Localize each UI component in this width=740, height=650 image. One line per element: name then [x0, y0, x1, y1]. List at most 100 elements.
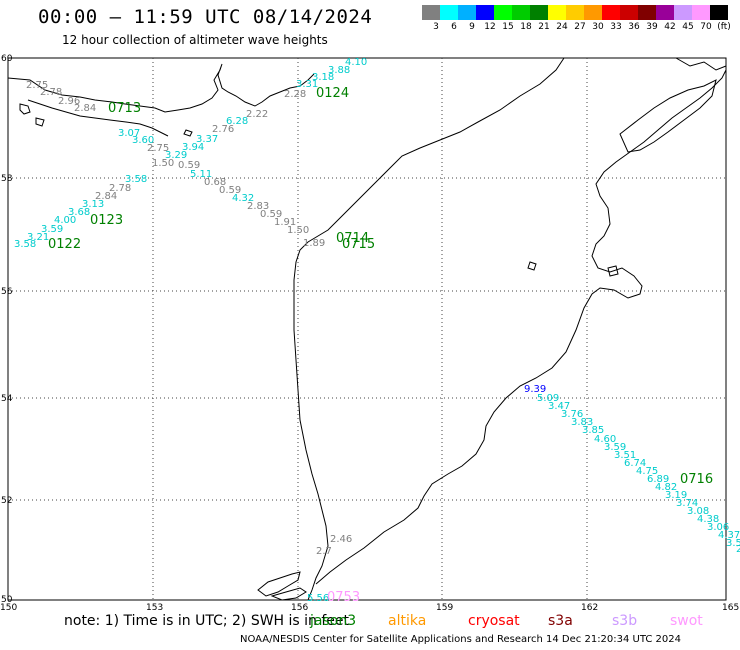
swh-value-label: 3.18: [312, 72, 334, 83]
swh-value-label: 3.5: [726, 538, 740, 549]
swh-value-label: 0.59: [219, 185, 241, 196]
coastline-islet-2: [35, 117, 45, 127]
pass-id-label: 0124: [316, 86, 349, 101]
swh-value-label: 2.84: [95, 191, 117, 202]
scale-swatch: [512, 5, 530, 20]
swh-value-label: 2.46: [330, 534, 352, 545]
swh-value-label: 0.59: [178, 160, 200, 171]
scale-label: 36: [628, 22, 640, 32]
scale-swatch: [548, 5, 566, 20]
swh-value-label: 3.68: [68, 207, 90, 218]
swh-value-label: 3.08: [687, 506, 709, 517]
lat-tick-label: 54: [1, 394, 13, 404]
swh-value-label: 9.39: [524, 384, 546, 395]
coastline-kamchatka-west: [293, 57, 565, 601]
scale-swatch: [530, 5, 548, 20]
lon-tick-label: 159: [436, 603, 453, 610]
scale-label: 42: [664, 22, 676, 32]
scale-swatch: [638, 5, 656, 20]
scale-swatch: [620, 5, 638, 20]
swh-value-label: 4.00: [54, 215, 76, 226]
coastline-north-mainland: [7, 63, 315, 113]
pass-id-label: 0753: [327, 590, 360, 605]
swh-value-label: 2.84: [74, 103, 96, 114]
swh-value-label: 3.37: [196, 134, 218, 145]
swh-value-label: 0.59: [260, 209, 282, 220]
swh-value-label: 3.94: [182, 142, 204, 153]
swh-value-label: 2.83: [247, 201, 269, 212]
swh-value-label: 4.32: [232, 193, 254, 204]
swh-value-label: 2.75: [26, 80, 48, 91]
satellite-legend-item: s3b: [612, 613, 638, 629]
scale-swatch: [422, 5, 440, 20]
scale-label: 6: [451, 22, 457, 32]
swh-value-label: 4.82: [655, 482, 677, 493]
lon-tick-label: 150: [0, 603, 17, 610]
swh-value-label: 3.47: [548, 401, 570, 412]
satellite-legend-item: jason3: [310, 613, 357, 629]
scale-label: 15: [502, 22, 514, 32]
coastline-north-peninsula: [27, 99, 169, 137]
swh-value-label: 1.89: [303, 238, 325, 249]
scale-label: 33: [610, 22, 622, 32]
coastline-east-north: [675, 57, 727, 71]
scale-swatch: [476, 5, 494, 20]
scale-label: 24: [556, 22, 568, 32]
coastline: [7, 57, 727, 601]
pass-id-label: 0714: [336, 231, 369, 246]
swh-value-label: 4.60: [594, 434, 616, 445]
swh-value-label: 3.60: [132, 135, 154, 146]
scale-swatch: [440, 5, 458, 20]
swh-value-label: 3.19: [665, 490, 687, 501]
scale-swatch: [566, 5, 584, 20]
scale-label: 39: [646, 22, 658, 32]
swh-value-label: 3.85: [582, 425, 604, 436]
swh-value-label: 6.74: [624, 458, 646, 469]
swh-value-label: 3.83: [571, 417, 593, 428]
axis-labels: 150 153 156 159 162 165 60 58 56 54 52 50: [0, 54, 739, 610]
swh-value-label: 3.06: [707, 522, 729, 533]
swh-value-label: 3.21: [27, 232, 49, 243]
satellite-legend-item: altika: [388, 613, 427, 629]
swh-value-label: 2.28: [284, 89, 306, 100]
satellite-legend-item: swot: [670, 613, 703, 629]
scale-label: 27: [574, 22, 586, 32]
swh-value-label: 3.76: [561, 409, 583, 420]
scale-label: 9: [469, 22, 475, 32]
page-title: 00:00 – 11:59 UTC 08/14/2024: [38, 6, 373, 28]
scale-swatch: [584, 5, 602, 20]
pass-id-label: 0122: [48, 237, 81, 252]
lat-tick-label: 52: [1, 496, 12, 506]
coastline-islet-3: [183, 129, 193, 137]
scale-swatch: [602, 5, 620, 20]
swh-value-label: 2.96: [58, 96, 80, 107]
coastline-islet-5: [607, 265, 619, 277]
coastline-kuril-1: [257, 571, 301, 597]
scale-label: 18: [520, 22, 532, 32]
swh-value-label: 3.74: [676, 498, 698, 509]
swh-value-label: 3.13: [82, 199, 104, 210]
swh-value-label: 1.50: [152, 158, 174, 169]
swh-value-label: 3.51: [614, 450, 636, 461]
pass-id-label: 0715: [342, 237, 375, 252]
scale-label: 12: [484, 22, 496, 32]
scale-swatch: [656, 5, 674, 20]
lon-tick-label: 153: [146, 603, 163, 610]
footer-note: note: 1) Time is in UTC; 2) SWH is in fe…: [64, 613, 350, 629]
swh-value-label: 1.50: [287, 225, 309, 236]
credit-line: NOAA/NESDIS Center for Satellite Applica…: [240, 634, 682, 645]
lat-tick-label: 58: [1, 174, 13, 184]
page-subtitle: 12 hour collection of altimeter wave hei…: [62, 33, 328, 47]
scale-label: 45: [682, 22, 694, 32]
scale-label: 3: [433, 22, 439, 32]
scale-label: 21: [538, 22, 550, 32]
scale-swatch: [494, 5, 512, 20]
swh-value-label: 3.07: [118, 128, 140, 139]
lat-tick-label: 56: [1, 287, 13, 297]
swh-value-label: 2.7: [316, 546, 332, 557]
swh-value-label: 3.88: [328, 65, 350, 76]
swh-value-label: 2: [736, 544, 740, 555]
lat-tick-label: 50: [1, 595, 13, 605]
satellite-legend-item: cryosat: [468, 613, 520, 629]
